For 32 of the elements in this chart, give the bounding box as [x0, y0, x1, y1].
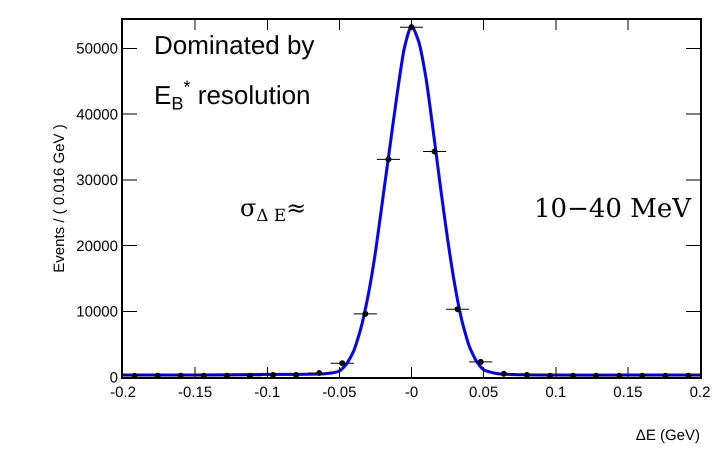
point	[432, 148, 438, 154]
annotation: E$_{B}$$^{*}$ resolution	[154, 77, 311, 114]
point	[293, 372, 300, 377]
point	[478, 358, 484, 365]
y-tick-label: 50000	[76, 40, 118, 58]
x-tick-label: 0.2	[690, 384, 710, 401]
y-tick-label: 10000	[76, 304, 118, 320]
x-tick-label: -0	[404, 384, 418, 401]
x-tick-label: 0.1	[545, 384, 566, 401]
point	[362, 310, 368, 317]
x-tick-label: 0.15	[613, 384, 642, 401]
point	[339, 360, 346, 366]
point	[524, 372, 530, 377]
y-tick-label: 30000	[76, 172, 118, 190]
x-tick-label: 0.05	[469, 384, 498, 401]
y-tick-label: 0	[110, 369, 118, 386]
annotation: Dominated by	[154, 30, 314, 60]
x-axis-title: ΔE (GeV)	[636, 427, 700, 444]
x-tick-label: -0.2	[110, 384, 136, 401]
point	[454, 306, 461, 312]
annotation: 10−40 MeV	[534, 194, 692, 224]
point	[500, 370, 507, 377]
point	[270, 372, 276, 377]
x-tick-label: -0.15	[178, 384, 212, 401]
x-tick-label: -0.05	[322, 384, 356, 401]
point	[385, 156, 392, 162]
x-tick-label: -0.1	[254, 384, 280, 401]
y-tick-label: 40000	[76, 106, 118, 124]
y-tick-label: 20000	[76, 238, 118, 255]
y-axis-title: Events / ( 0.016 GeV )	[51, 124, 68, 273]
annotation: σ$_{Δ E}$≈	[240, 194, 306, 226]
point	[316, 370, 322, 376]
